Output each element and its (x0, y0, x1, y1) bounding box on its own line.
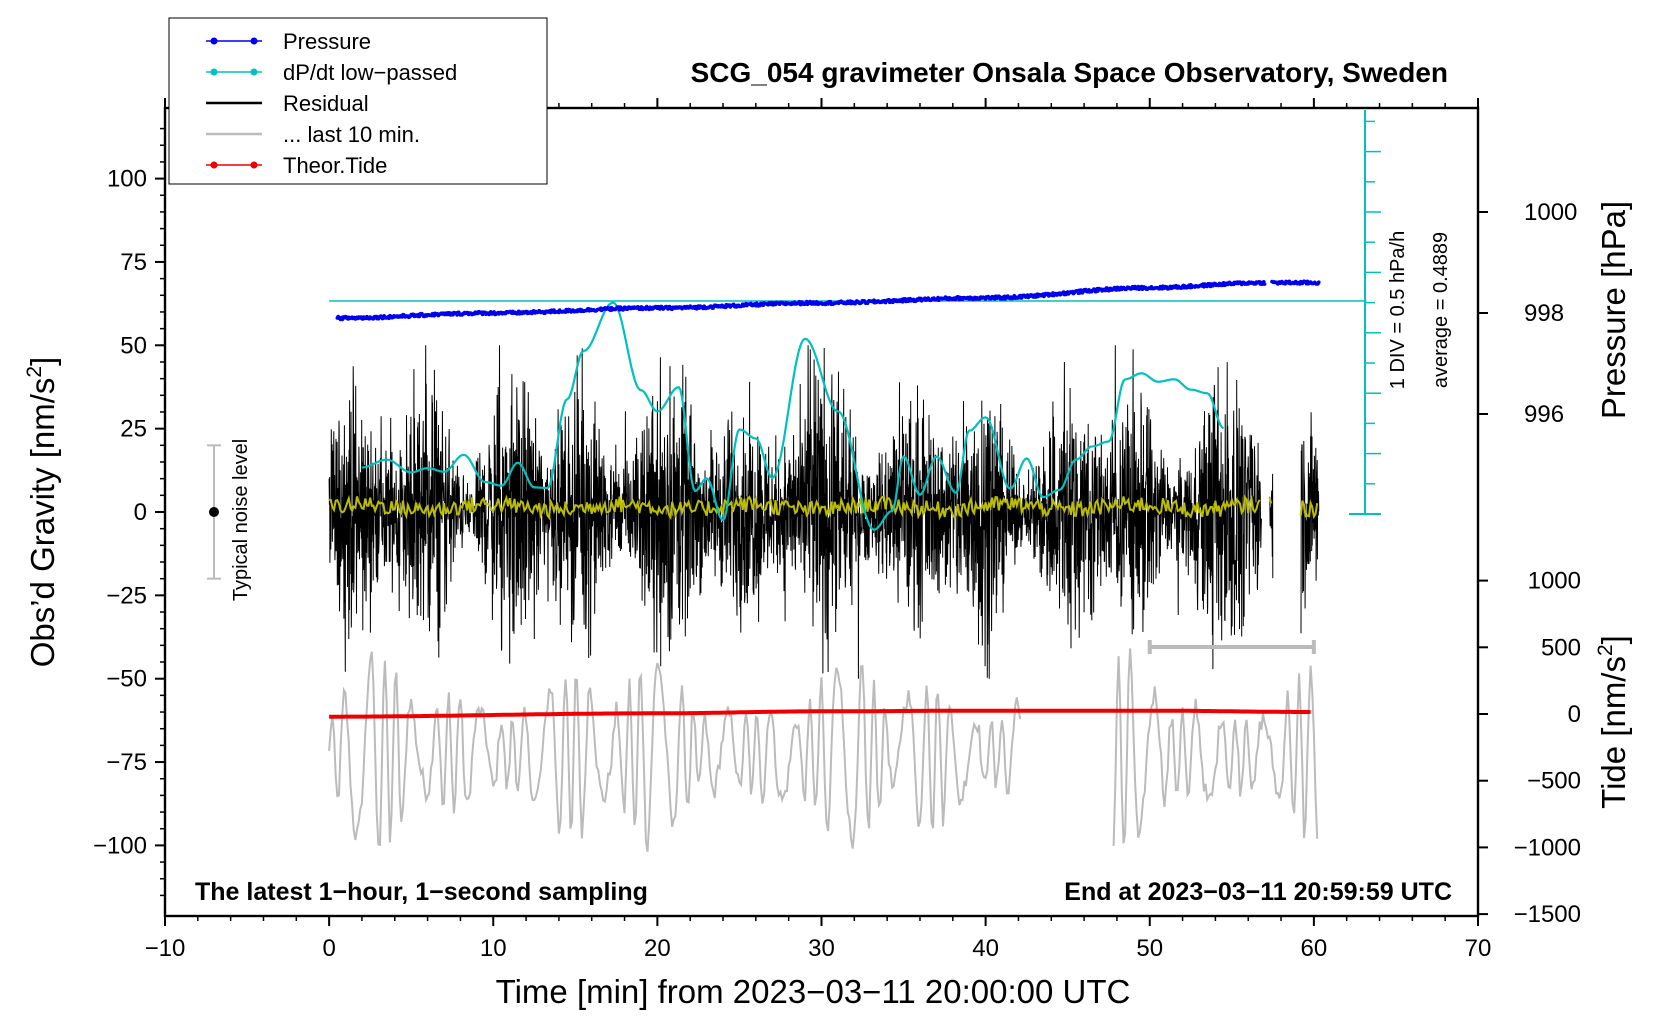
tide-tick-label: −1500 (1514, 901, 1581, 928)
y-axis-label-left-sup: 2 (23, 366, 46, 378)
chart-title: SCG_054 gravimeter Onsala Space Observat… (691, 57, 1448, 88)
x-tick-label: 70 (1465, 935, 1492, 962)
y-axis-label-tide-end: ] (1595, 635, 1632, 644)
series-theor-tide (329, 708, 1311, 719)
legend-label: Residual (283, 91, 369, 116)
y-tick-label: 50 (120, 332, 147, 359)
dpdt-scale-label: 1 DIV = 0.5 hPa/h (1387, 231, 1409, 389)
legend-label: Theor.Tide (283, 153, 387, 178)
legend-marker (210, 161, 218, 169)
legend-label: dP/dt low−passed (283, 60, 457, 85)
x-tick-label: −10 (145, 935, 186, 962)
y-tick-label: −50 (106, 666, 147, 693)
x-tick-label: 60 (1301, 935, 1328, 962)
series-pressure (335, 279, 1321, 322)
y-axis-label-left-end: ] (24, 357, 61, 366)
pressure-tick-label: 996 (1524, 401, 1564, 428)
annotation-left: The latest 1−hour, 1−second sampling (195, 878, 648, 906)
noise-bar-dot (209, 507, 219, 517)
legend-marker (250, 37, 258, 45)
x-tick-label: 0 (322, 935, 335, 962)
tide-tick-label: −500 (1527, 768, 1581, 795)
x-axis: −10 0 10 20 30 40 50 60 70 (145, 98, 1492, 962)
y-tick-label: 75 (120, 249, 147, 276)
y-tick-label: 25 (120, 416, 147, 443)
y-tick-label: 0 (134, 499, 147, 526)
y-axis-right: 1000 998 996 1000 500 0 −500 −1000 −1500 (1478, 199, 1581, 928)
y-axis-label-left: Obs’d Gravity [nm/s2] (23, 357, 61, 668)
pressure-point (1317, 280, 1321, 285)
y-tick-label: −75 (106, 749, 147, 776)
x-axis-label: Time [min] from 2023−03−11 20:00:00 UTC (496, 973, 1131, 1010)
y-axis-label-tide-text: Tide [nm/s (1595, 656, 1632, 809)
legend-marker (210, 68, 218, 76)
y-axis-label-pressure: Pressure [hPa] (1595, 201, 1632, 419)
plot-content (328, 279, 1367, 852)
legend-marker (250, 161, 258, 169)
x-tick-label: 40 (972, 935, 999, 962)
legend: Pressure dP/dt low−passed Residual ... last… (168, 17, 548, 185)
y-axis-left: 100 75 50 25 0 −25 −50 −75 −100 (93, 127, 165, 897)
tide-tick-label: 500 (1541, 634, 1581, 661)
y-axis-label-left-text: Obs’d Gravity [nm/s (24, 378, 61, 668)
x-tick-label: 20 (644, 935, 671, 962)
x-tick-label: 50 (1136, 935, 1163, 962)
y-axis-label-tide-sup: 2 (1594, 644, 1617, 656)
last10-marker (1147, 640, 1316, 654)
noise-bar (207, 444, 221, 580)
y-axis-label-tide: Tide [nm/s2] (1594, 635, 1632, 809)
pressure-tick-label: 1000 (1524, 199, 1577, 226)
series-mean-residual (328, 494, 1319, 521)
tide-tick-label: −1000 (1514, 834, 1581, 861)
legend-box (168, 17, 548, 185)
dpdt-scale (1349, 110, 1381, 515)
x-tick-label: 10 (480, 935, 507, 962)
tide-tick-label: 1000 (1528, 568, 1581, 595)
dpdt-average-label: average = 0.4889 (1430, 232, 1452, 388)
legend-label: Pressure (283, 29, 371, 54)
y-tick-label: 100 (107, 166, 147, 193)
tide-tick-label: 0 (1568, 701, 1581, 728)
legend-marker (210, 37, 218, 45)
x-tick-label: 30 (808, 935, 835, 962)
y-tick-label: −100 (93, 832, 147, 859)
legend-label: ... last 10 min. (283, 122, 420, 147)
pressure-tick-label: 998 (1524, 300, 1564, 327)
pressure-point (1262, 282, 1267, 286)
legend-marker (250, 68, 258, 76)
noise-label: Typical noise level (230, 439, 252, 601)
annotation-right: End at 2023−03−11 20:59:59 UTC (1064, 878, 1452, 906)
y-tick-label: −25 (106, 582, 147, 609)
series-dpdt (361, 301, 1225, 531)
